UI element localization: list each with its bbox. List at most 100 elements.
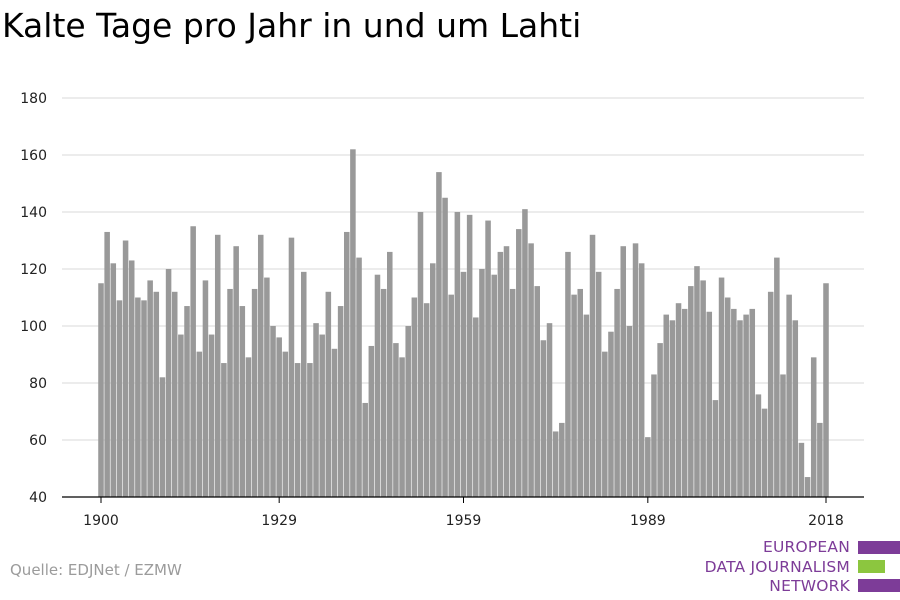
logo-line-1: EUROPEAN	[762, 538, 850, 556]
bar	[128, 260, 135, 497]
bar	[171, 291, 178, 497]
x-tick-label: 1959	[446, 513, 482, 529]
y-tick-label: 100	[20, 319, 47, 335]
bar	[780, 374, 786, 497]
bar	[737, 320, 743, 497]
bar	[239, 306, 246, 497]
bar	[614, 288, 620, 497]
bar	[423, 303, 430, 497]
x-axis-labels: 1900 1929 1959 1989 2018	[83, 513, 844, 529]
bar	[411, 297, 418, 497]
bar	[436, 172, 442, 497]
bar	[98, 283, 104, 497]
bar	[810, 357, 817, 497]
y-tick-label: 140	[20, 205, 47, 221]
bar	[417, 212, 424, 497]
x-tick-label: 1900	[83, 513, 119, 529]
bar	[270, 326, 276, 497]
bar	[731, 308, 737, 497]
logo-bar-purple-top	[858, 541, 900, 554]
bar	[227, 288, 233, 497]
logo-line-3: NETWORK	[769, 577, 850, 595]
bar	[473, 317, 479, 497]
logo-bar-green	[858, 560, 885, 573]
bar	[319, 334, 325, 497]
bar	[700, 280, 706, 497]
bar	[767, 291, 774, 497]
bars	[98, 149, 829, 498]
bar	[190, 226, 196, 497]
bar	[300, 271, 307, 497]
bar	[540, 340, 547, 497]
bar	[645, 437, 651, 497]
y-tick-label: 80	[29, 376, 47, 392]
bar	[663, 314, 670, 497]
bar	[442, 197, 448, 497]
bar	[632, 243, 639, 497]
bar	[491, 274, 497, 497]
bar	[792, 320, 799, 497]
edjnet-logo: EUROPEAN DATA JOURNALISM NETWORK	[700, 538, 900, 598]
bar	[626, 326, 633, 497]
bar	[202, 280, 209, 497]
y-tick-label: 120	[20, 262, 47, 278]
chart-title: Kalte Tage pro Jahr in und um Lahti	[2, 6, 582, 45]
bar	[116, 300, 123, 497]
bar	[165, 269, 172, 497]
y-tick-label: 180	[20, 91, 47, 107]
bar	[657, 343, 663, 497]
bar	[804, 477, 811, 497]
bar	[288, 237, 295, 497]
x-axis	[62, 496, 864, 503]
bar	[743, 314, 749, 497]
bar	[214, 234, 221, 498]
bar	[153, 291, 160, 497]
bar	[688, 286, 694, 497]
bar	[276, 337, 282, 497]
bar	[110, 263, 117, 497]
bar	[448, 294, 454, 497]
bar	[761, 408, 768, 497]
bar	[460, 271, 467, 497]
bar	[313, 323, 319, 497]
bar	[675, 303, 682, 497]
bar	[718, 277, 725, 497]
bar	[159, 377, 166, 497]
bar	[399, 357, 405, 497]
bar	[516, 229, 522, 497]
bar	[257, 234, 264, 498]
bar	[405, 326, 411, 497]
bar	[104, 231, 110, 497]
bar	[546, 323, 553, 497]
bar	[135, 297, 141, 497]
bar	[534, 286, 540, 497]
y-axis-labels: 40 60 80 100 120 140 160 180	[20, 91, 47, 506]
bar	[823, 283, 829, 497]
bar	[620, 246, 627, 497]
bar	[264, 277, 270, 497]
bar	[528, 243, 534, 497]
bar	[681, 308, 688, 497]
bar	[430, 263, 436, 497]
bar	[497, 251, 504, 497]
y-tick-label: 160	[20, 148, 47, 164]
y-tick-label: 60	[29, 433, 47, 449]
bar	[706, 311, 713, 497]
bar	[343, 231, 350, 497]
bar	[651, 374, 657, 497]
bar	[356, 257, 362, 497]
bar	[608, 331, 614, 497]
logo-line-2: DATA JOURNALISM	[704, 558, 850, 576]
bar	[774, 257, 780, 497]
bar	[208, 334, 215, 497]
bar	[331, 348, 338, 497]
x-tick-label: 2018	[808, 513, 844, 529]
bar	[503, 246, 510, 497]
bar	[221, 363, 227, 497]
bar	[552, 431, 559, 497]
bar	[817, 422, 823, 497]
bar	[786, 294, 792, 497]
bar	[362, 402, 368, 497]
bar	[282, 351, 289, 497]
bar	[724, 297, 731, 497]
